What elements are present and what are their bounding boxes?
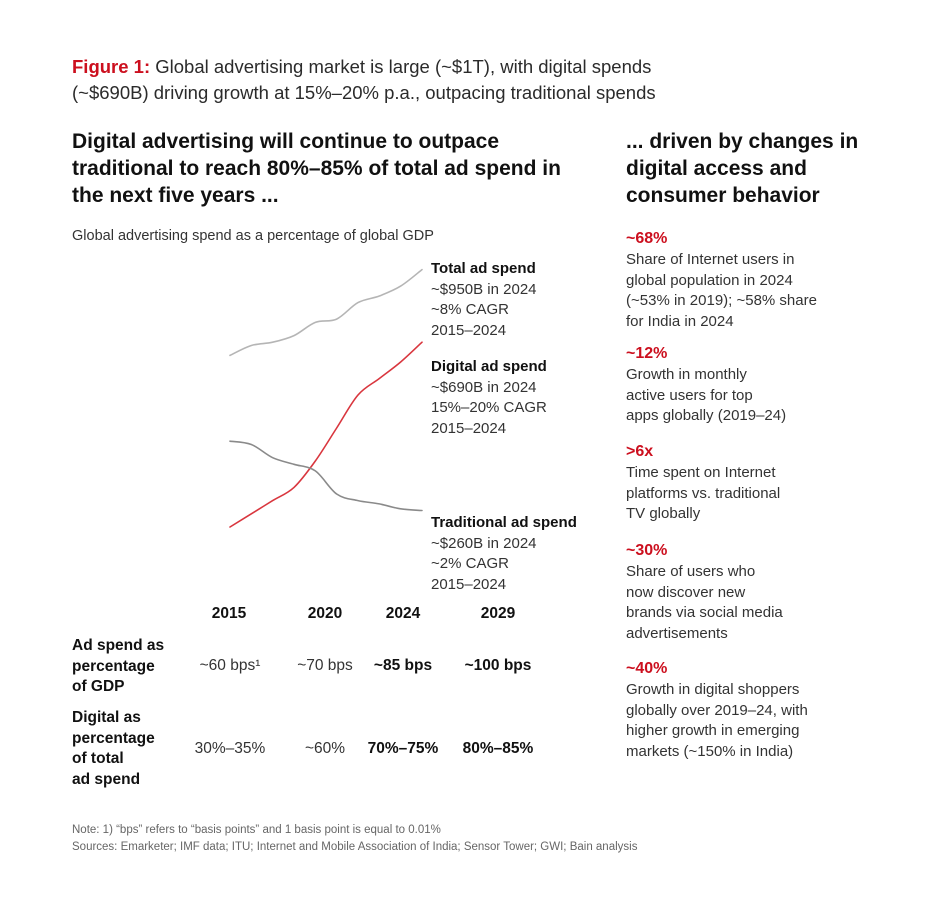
table-cell: ~60 bps¹ — [199, 657, 261, 674]
year-header: 2020 — [307, 605, 343, 622]
figure-label: Figure 1: — [72, 56, 151, 77]
series-note: ~$950B in 2024 — [431, 280, 537, 298]
series-label-total: Total ad spend ~$950B in 2024 ~8% CAGR 2… — [431, 259, 537, 341]
series-name: Total ad spend — [431, 260, 536, 277]
stat-desc: (~53% in 2019); ~58% share — [626, 292, 817, 309]
year-header: 2015 — [211, 605, 247, 622]
stat-desc: TV globally — [626, 505, 701, 522]
right-heading: ... driven by changes in digital access … — [626, 130, 859, 207]
footnote: Note: 1) “bps” refers to “basis points” … — [72, 822, 637, 856]
stat-desc: brands via social media — [626, 604, 783, 621]
table-cell: ~85 bps — [373, 657, 433, 674]
stat-value: ~40% — [626, 660, 668, 677]
series-note: ~$690B in 2024 — [431, 378, 537, 396]
series-note: ~$260B in 2024 — [431, 534, 537, 552]
year-header: 2024 — [385, 605, 421, 622]
stat-value: >6x — [626, 443, 654, 460]
stat-desc: Growth in digital shoppers — [626, 681, 800, 698]
table-cell: 80%–85% — [462, 740, 534, 757]
chart-title: Global advertising spend as a percentage… — [72, 228, 434, 244]
table-cell: ~60% — [304, 740, 346, 757]
series-line-total-ad-spend — [229, 268, 423, 357]
series-note: 2015–2024 — [431, 321, 507, 339]
stat-desc: Growth in monthly — [626, 366, 747, 383]
stat-brand-discovery: ~30% Share of users who now discover new… — [626, 540, 876, 644]
stat-desc: Time spent on Internet — [626, 464, 776, 481]
series-note: 15%–20% CAGR — [431, 399, 547, 416]
row-label-digital-share: Digital as percentage of total ad spend — [72, 708, 192, 790]
stat-desc: platforms vs. traditional — [626, 484, 781, 502]
series-note: ~2% CAGR — [431, 555, 509, 572]
table-cell: ~70 bps — [297, 657, 353, 674]
row-label-line: of GDP — [72, 678, 125, 695]
stat-internet-users: ~68% Share of Internet users in global p… — [626, 228, 876, 332]
series-line-traditional-ad-spend — [229, 440, 423, 512]
series-label-digital: Digital ad spend ~$690B in 2024 15%–20% … — [431, 357, 547, 439]
stat-desc: active users for top — [626, 386, 753, 404]
stat-desc: advertisements — [626, 624, 728, 642]
row-label-line: Digital as — [72, 709, 141, 726]
stat-desc: apps globally (2019–24) — [626, 407, 787, 424]
figure-title-text: Global advertising market is large (~$1T… — [72, 56, 656, 103]
stat-desc: higher growth in emerging — [626, 722, 800, 739]
row-label-line: of total — [72, 750, 124, 767]
stat-desc: markets (~150% in India) — [626, 742, 794, 760]
stat-desc: Share of users who — [626, 563, 756, 580]
row-label-ad-spend-gdp: Ad spend as percentage of GDP — [72, 636, 192, 698]
left-heading: Digital advertising will continue to out… — [72, 130, 561, 207]
stat-value: ~12% — [626, 345, 668, 362]
stat-desc: Share of Internet users in — [626, 251, 795, 268]
year-header: 2029 — [480, 605, 516, 622]
stat-desc: now discover new — [626, 583, 746, 601]
row-label-line: ad spend — [72, 770, 141, 788]
sources-text: Sources: Emarketer; IMF data; ITU; Inter… — [72, 841, 638, 853]
stat-desc: globally over 2019–24, with — [626, 701, 808, 719]
series-line-digital-ad-spend — [229, 341, 423, 528]
stat-value: ~68% — [626, 230, 668, 247]
series-name: Traditional ad spend — [431, 514, 577, 531]
table-cell: ~100 bps — [464, 657, 532, 674]
table-cell: 30%–35% — [194, 740, 266, 757]
stat-mau-growth: ~12% Growth in monthly active users for … — [626, 343, 876, 427]
series-label-traditional: Traditional ad spend ~$260B in 2024 ~2% … — [431, 513, 577, 595]
note-text: Note: 1) “bps” refers to “basis points” … — [72, 824, 441, 836]
stat-desc: for India in 2024 — [626, 312, 734, 330]
stat-value: ~30% — [626, 542, 668, 559]
table-cell: 70%–75% — [367, 740, 439, 757]
series-note: 2015–2024 — [431, 575, 507, 593]
stat-time-spent: >6x Time spent on Internet platforms vs.… — [626, 441, 876, 525]
row-label-line: Ad spend as — [72, 637, 165, 654]
series-note: ~8% CAGR — [431, 301, 509, 318]
series-note: 2015–2024 — [431, 419, 507, 437]
row-label-line: percentage — [72, 729, 155, 747]
series-name: Digital ad spend — [431, 358, 547, 375]
stat-desc: global population in 2024 — [626, 271, 793, 289]
figure-title: Figure 1: Global advertising market is l… — [72, 54, 712, 106]
stat-digital-shoppers: ~40% Growth in digital shoppers globally… — [626, 658, 876, 762]
row-label-line: percentage — [72, 657, 155, 675]
